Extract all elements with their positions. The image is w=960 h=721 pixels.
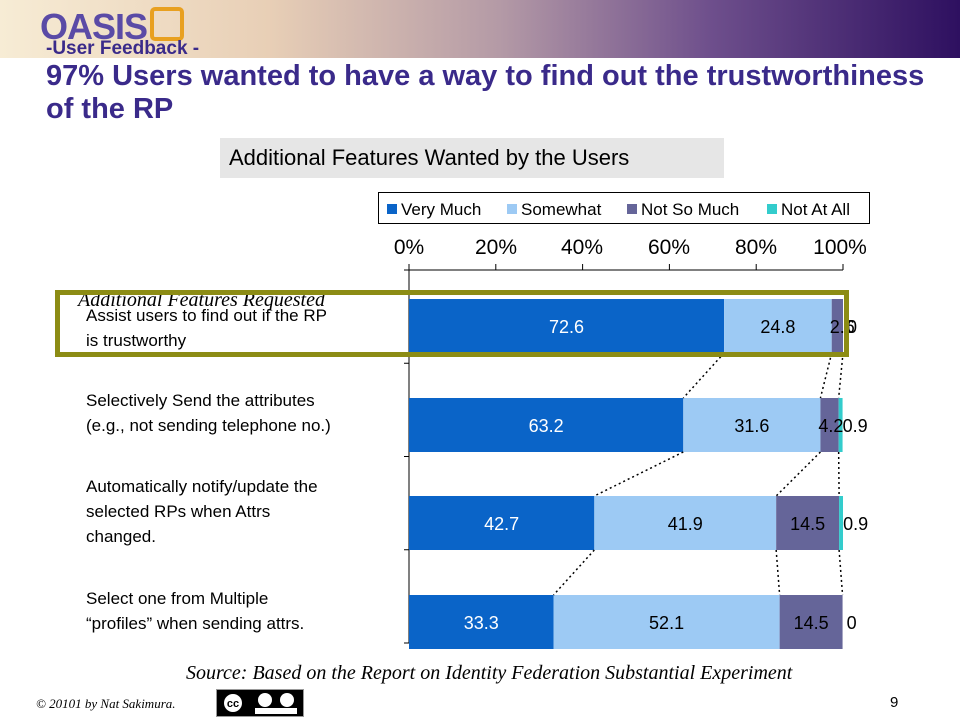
category-label: Automatically notify/update the selected… <box>86 474 396 549</box>
source-note: Source: Based on the Report on Identity … <box>186 662 792 685</box>
category-label: Selectively Send the attributes (e.g., n… <box>86 388 396 438</box>
data-label: 41.9 <box>668 514 703 534</box>
svg-text:cc: cc <box>227 698 239 710</box>
cc-badge-graphic: cc <box>217 690 303 716</box>
data-label: 14.5 <box>794 613 829 633</box>
series-connector-line <box>683 353 724 398</box>
copyright-note: © 20101 by Nat Sakimura. <box>36 696 176 712</box>
data-label: 14.5 <box>790 514 825 534</box>
data-label: 63.2 <box>529 416 564 436</box>
data-label: 33.3 <box>464 613 499 633</box>
series-connector-line <box>839 550 842 595</box>
category-label: Select one from Multiple “profiles” when… <box>86 586 396 636</box>
page-number: 9 <box>890 694 898 711</box>
series-connector-line <box>776 452 820 496</box>
data-label: 0.9 <box>843 416 868 436</box>
data-label: 0 <box>847 613 857 633</box>
series-connector-line <box>594 452 683 496</box>
series-connector-line <box>839 353 843 398</box>
data-label: 4.2 <box>818 416 843 436</box>
data-label: 42.7 <box>484 514 519 534</box>
highlight-box <box>55 290 849 357</box>
series-connector-line <box>820 353 831 398</box>
cc-by-sa-icon: cc <box>216 689 304 717</box>
data-label: 31.6 <box>734 416 769 436</box>
data-label: 52.1 <box>649 613 684 633</box>
data-label: 0.9 <box>843 514 868 534</box>
series-connector-line <box>554 550 595 595</box>
series-connector-line <box>776 550 779 595</box>
